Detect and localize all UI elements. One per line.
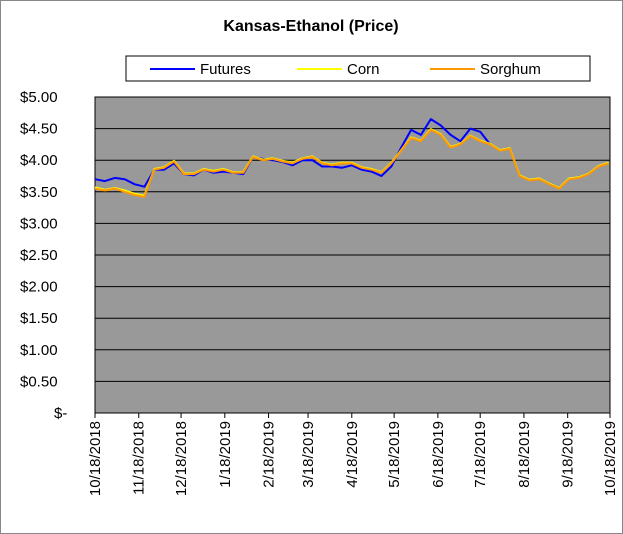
x-tick-label: 8/18/2019 — [516, 421, 533, 488]
series-line — [94, 128, 609, 198]
series-line — [94, 118, 491, 188]
y-tick-label: $- — [54, 405, 67, 422]
x-tick-label: 4/18/2019 — [344, 421, 361, 488]
x-tick-label: 6/18/2019 — [430, 421, 447, 488]
y-tick-label: $5.00 — [20, 89, 58, 106]
y-tick-label: $2.50 — [20, 247, 58, 264]
y-tick-label: $0.50 — [20, 373, 58, 390]
x-tick-label: 2/18/2019 — [261, 421, 278, 488]
chart-title: Kansas-Ethanol (Price) — [223, 18, 398, 35]
y-tick-label: $3.00 — [20, 215, 58, 232]
y-tick-label: $2.00 — [20, 279, 58, 296]
x-tick-label: 10/18/2019 — [602, 421, 619, 496]
y-tick-label: $1.00 — [20, 342, 58, 359]
y-tick-label: $3.50 — [20, 184, 58, 201]
x-tick-label: 7/18/2019 — [472, 421, 489, 488]
legend — [125, 55, 591, 82]
x-tick-label: 5/18/2019 — [386, 421, 403, 488]
x-tick-label: 12/18/2018 — [173, 421, 190, 496]
y-tick-label: $4.00 — [20, 152, 58, 169]
x-tick-label: 11/18/2018 — [131, 421, 148, 495]
x-tick-label: 1/18/2019 — [217, 421, 234, 488]
legend-label: Futures — [200, 61, 251, 78]
legend-label: Sorghum — [480, 61, 541, 78]
y-tick-label: $4.50 — [20, 121, 58, 138]
x-tick-label: 10/18/2018 — [87, 421, 104, 496]
x-tick-label: 9/18/2019 — [560, 421, 577, 488]
x-tick-label: 3/18/2019 — [300, 421, 317, 488]
y-tick-label: $1.50 — [20, 310, 58, 327]
legend-label: Corn — [347, 61, 380, 78]
